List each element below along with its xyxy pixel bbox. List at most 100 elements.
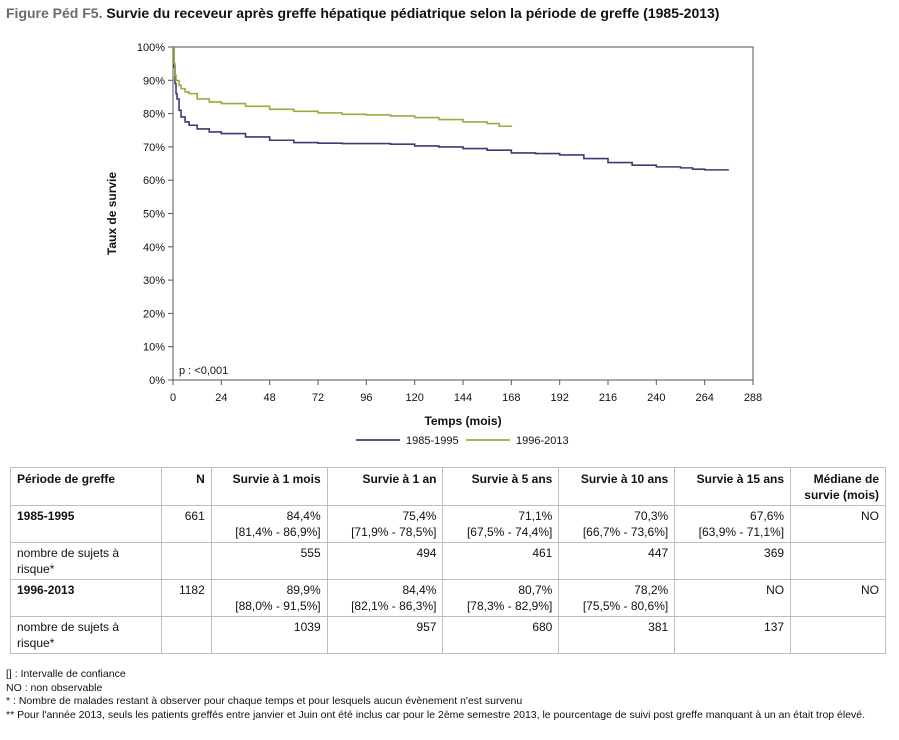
cell-median bbox=[790, 542, 886, 580]
legend-label-1985-1995: 1985-1995 bbox=[406, 435, 459, 447]
cell-survival: 89,9% [88,0% - 91,5%] bbox=[210, 579, 328, 617]
x-tick-label: 96 bbox=[360, 392, 372, 404]
header-periode: Période de greffe bbox=[10, 467, 162, 506]
footnote: ** Pour l'année 2013, seuls les patients… bbox=[6, 708, 866, 721]
x-tick-label: 288 bbox=[744, 392, 762, 404]
cell-n: 661 bbox=[160, 505, 212, 543]
cell-median: NO bbox=[790, 505, 886, 543]
survival-chart: 0% 10% 20% 30% 40% 50% 60% 70% 80% 90% 100% 0 24 48 72… bbox=[105, 42, 762, 447]
cell-median bbox=[790, 616, 886, 654]
x-tick-label: 216 bbox=[599, 392, 617, 404]
cell-value: 80,7% bbox=[518, 583, 553, 597]
y-tick-label: 10% bbox=[143, 342, 165, 354]
row-label: nombre de sujets à risque* bbox=[10, 616, 162, 654]
cell-value: 84,4% bbox=[402, 583, 437, 597]
footnote: [] : Intervalle de confiance bbox=[6, 668, 126, 680]
row-label: nombre de sujets à risque* bbox=[10, 542, 162, 580]
x-tick-label: 48 bbox=[264, 392, 276, 404]
x-tick-label: 240 bbox=[647, 392, 665, 404]
header-survie-1-an: Survie à 1 an bbox=[326, 467, 444, 506]
footnote: NO : non observable bbox=[6, 681, 103, 694]
y-tick-label: 50% bbox=[143, 209, 165, 221]
cell-survival: NO bbox=[674, 579, 792, 617]
cell-at-risk: 369 bbox=[674, 542, 792, 580]
footnote: * : Nombre de malades restant à observer… bbox=[6, 695, 523, 707]
cell-at-risk: 555 bbox=[210, 542, 328, 580]
y-tick-label: 70% bbox=[143, 142, 165, 154]
cell-ci: [67,5% - 74,4%] bbox=[466, 525, 553, 539]
x-tick-label: 0 bbox=[170, 392, 176, 404]
cell-survival: 78,2% [75,5% - 80,6%] bbox=[558, 579, 676, 617]
survival-table: Période de greffe N Survie à 1 mois Surv… bbox=[10, 467, 886, 654]
figure-label: Figure Péd F5. bbox=[6, 5, 103, 21]
cell-at-risk: 461 bbox=[442, 542, 560, 580]
table-row: nombre de sujets à risque* 1039 957 680 … bbox=[10, 616, 886, 654]
cell-ci: [63,9% - 71,1%] bbox=[698, 525, 785, 539]
cell-at-risk: 680 bbox=[442, 616, 560, 654]
y-tick-label: 60% bbox=[143, 175, 165, 187]
y-axis-title: Taux de survie bbox=[105, 172, 119, 255]
cell-ci: [82,1% - 86,3%] bbox=[351, 599, 437, 613]
cell-at-risk: 1039 bbox=[210, 616, 328, 654]
row-label: 1996-2013 bbox=[10, 579, 162, 617]
row-label: 1985-1995 bbox=[10, 505, 162, 543]
y-tick-label: 80% bbox=[143, 109, 165, 121]
series-line-1985-1995 bbox=[173, 46, 729, 171]
cell-survival: 67,6% [63,9% - 71,1%] bbox=[674, 505, 792, 543]
cell-n bbox=[160, 616, 212, 654]
cell-median: NO bbox=[790, 579, 886, 617]
cell-ci: [81,4% - 86,9%] bbox=[235, 525, 321, 539]
cell-survival: 84,4% [82,1% - 86,3%] bbox=[326, 579, 444, 617]
cell-at-risk: 494 bbox=[326, 542, 444, 580]
footnotes: [] : Intervalle de confiance NO : non ob… bbox=[6, 668, 891, 722]
cell-at-risk: 447 bbox=[558, 542, 676, 580]
p-value-annotation: p : <0,001 bbox=[179, 365, 228, 377]
cell-at-risk: 381 bbox=[558, 616, 676, 654]
x-tick-label: 72 bbox=[312, 392, 324, 404]
cell-value: 78,2% bbox=[634, 583, 669, 597]
cell-value: NO bbox=[766, 583, 785, 597]
x-tick-label: 264 bbox=[695, 392, 713, 404]
x-tick-label: 168 bbox=[502, 392, 520, 404]
y-tick-label: 20% bbox=[143, 308, 165, 320]
cell-value: 70,3% bbox=[634, 509, 669, 523]
cell-ci: [88,0% - 91,5%] bbox=[235, 599, 321, 613]
x-tick-label: 192 bbox=[550, 392, 568, 404]
table-row: 1985-1995 661 84,4% [81,4% - 86,9%] 75,4%… bbox=[10, 505, 886, 543]
cell-ci: [66,7% - 73,6%] bbox=[582, 525, 669, 539]
header-survie-15-ans: Survie à 15 ans bbox=[674, 467, 792, 506]
table-row: nombre de sujets à risque* 555 494 461 4… bbox=[10, 542, 886, 580]
header-survie-10-ans: Survie à 10 ans bbox=[558, 467, 676, 506]
cell-value: 67,6% bbox=[750, 509, 785, 523]
cell-at-risk: 137 bbox=[674, 616, 792, 654]
cell-ci: [75,5% - 80,6%] bbox=[582, 599, 669, 613]
header-n: N bbox=[160, 467, 212, 506]
cell-survival: 71,1% [67,5% - 74,4%] bbox=[442, 505, 560, 543]
cell-survival: 80,7% [78,3% - 82,9%] bbox=[442, 579, 560, 617]
y-tick-label: 40% bbox=[143, 242, 165, 254]
cell-value: 84,4% bbox=[286, 509, 321, 523]
figure-title: Figure Péd F5. Survie du receveur après … bbox=[6, 5, 719, 21]
cell-value: 89,9% bbox=[286, 583, 321, 597]
cell-n: 1182 bbox=[160, 579, 212, 617]
y-tick-label: 30% bbox=[143, 275, 165, 287]
cell-value: 71,1% bbox=[518, 509, 553, 523]
y-tick-label: 0% bbox=[149, 375, 165, 387]
table-header-row: Période de greffe N Survie à 1 mois Surv… bbox=[10, 467, 886, 506]
cell-n bbox=[160, 542, 212, 580]
x-tick-label: 24 bbox=[215, 392, 227, 404]
x-axis-title: Temps (mois) bbox=[424, 414, 501, 428]
figure-title-text: Survie du receveur après greffe hépatiqu… bbox=[106, 5, 720, 21]
header-survie-1-mois: Survie à 1 mois bbox=[210, 467, 328, 506]
table-row: 1996-2013 1182 89,9% [88,0% - 91,5%] 84,4… bbox=[10, 579, 886, 617]
cell-survival: 70,3% [66,7% - 73,6%] bbox=[558, 505, 676, 543]
cell-value: 75,4% bbox=[402, 509, 437, 523]
legend-label-1996-2013: 1996-2013 bbox=[516, 435, 569, 447]
series-line-1996-2013 bbox=[173, 46, 513, 128]
y-tick-label: 90% bbox=[143, 75, 165, 87]
cell-ci: [78,3% - 82,9%] bbox=[466, 599, 553, 613]
y-tick-label: 100% bbox=[137, 42, 165, 54]
plot-frame bbox=[172, 46, 754, 381]
x-tick-label: 120 bbox=[405, 392, 423, 404]
header-survie-5-ans: Survie à 5 ans bbox=[442, 467, 560, 506]
